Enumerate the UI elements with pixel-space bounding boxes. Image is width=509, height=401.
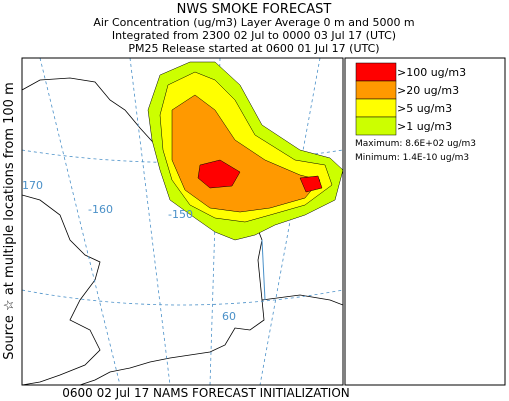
subtitle: Integrated from 2300 02 Jul to 0000 03 J…: [112, 29, 396, 42]
grid-label: -160: [88, 203, 113, 216]
title: NWS SMOKE FORECAST: [177, 2, 332, 17]
legend-swatch: [355, 98, 397, 118]
legend-label: >5 ug/m3: [397, 102, 452, 115]
map: 170 -160 -150 60: [21, 57, 344, 386]
legend-max: Maximum: 8.6E+02 ug/m3: [355, 139, 476, 149]
subtitle: PM25 Release started at 0600 01 Jul 17 (…: [128, 42, 379, 55]
map-frame: [21, 57, 344, 386]
coastline: [261, 294, 343, 306]
graticule: [259, 58, 321, 385]
graticule: [129, 58, 171, 385]
legend: Maximum: 8.6E+02 ug/m3 Minimum: 1.4E-10 …: [344, 57, 506, 386]
grid-label: 170: [22, 179, 43, 192]
border: [261, 239, 266, 301]
legend-label: >1 ug/m3: [397, 120, 452, 133]
legend-swatch: [355, 62, 397, 82]
subtitle: Air Concentration (ug/m3) Layer Average …: [93, 16, 414, 29]
coastline: [22, 77, 265, 385]
plume-gt100: [197, 159, 241, 189]
legend-swatch: [355, 80, 397, 100]
legend-label: >100 ug/m3: [397, 66, 466, 79]
grid-label: 60: [222, 310, 236, 323]
side-label: Source ☆ at multiple locations from 100 …: [2, 82, 17, 359]
legend-label: >20 ug/m3: [397, 84, 459, 97]
grid-label: -150: [168, 208, 193, 221]
plume-gt100: [299, 175, 323, 193]
coastline: [22, 194, 101, 385]
footer: 0600 02 Jul 17 NAMS FORECAST INITIALIZAT…: [62, 386, 350, 400]
legend-min: Minimum: 1.4E-10 ug/m3: [355, 153, 469, 163]
graticule: [39, 58, 121, 385]
legend-swatch: [355, 116, 397, 136]
graticule: [22, 289, 343, 306]
